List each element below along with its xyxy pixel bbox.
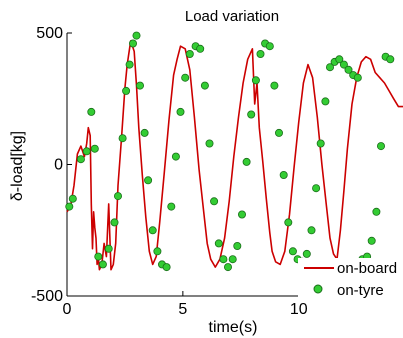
- point-on-tyre: [153, 247, 162, 256]
- point-on-tyre: [307, 226, 316, 235]
- point-on-tyre: [376, 142, 385, 151]
- point-on-tyre: [148, 226, 157, 235]
- point-on-tyre: [372, 207, 381, 216]
- point-on-tyre: [68, 194, 77, 203]
- y-tick-label: 500: [36, 25, 63, 42]
- point-on-tyre: [353, 73, 362, 82]
- series-layer: [65, 31, 403, 272]
- point-on-tyre: [312, 184, 321, 193]
- y-axis-title: δ-load[kg]: [9, 131, 26, 201]
- point-on-tyre: [386, 55, 395, 64]
- point-on-tyre: [223, 263, 232, 272]
- point-on-tyre: [247, 110, 256, 119]
- x-tick-label: 5: [178, 301, 187, 318]
- x-tick-label: 0: [63, 301, 72, 318]
- point-on-tyre: [171, 152, 180, 161]
- x-tick-label: 10: [290, 301, 308, 318]
- point-on-tyre: [76, 155, 85, 164]
- chart-title: Load variation: [185, 8, 279, 25]
- point-on-tyre: [114, 192, 123, 201]
- point-on-tyre: [140, 128, 149, 137]
- point-on-tyre: [176, 107, 185, 116]
- point-on-tyre: [242, 157, 251, 166]
- point-on-tyre: [196, 44, 205, 53]
- point-on-tyre: [279, 170, 288, 179]
- point-on-tyre: [325, 63, 334, 72]
- point-on-tyre: [210, 197, 219, 206]
- point-on-tyre: [200, 81, 209, 90]
- point-on-tyre: [98, 260, 107, 269]
- point-on-tyre: [302, 249, 311, 258]
- point-on-tyre: [181, 73, 190, 82]
- point-on-tyre: [65, 202, 74, 211]
- x-axis-ticks: 0 5 10: [63, 291, 308, 318]
- point-on-tyre: [214, 239, 223, 248]
- y-axis-ticks: -500 0 500: [31, 25, 72, 305]
- point-on-tyre: [284, 218, 293, 227]
- legend-box: [298, 258, 403, 300]
- point-on-tyre: [162, 263, 171, 272]
- point-on-tyre: [321, 97, 330, 106]
- legend-label-on-board: on-board: [337, 260, 397, 277]
- point-on-tyre: [237, 210, 246, 219]
- series-line-on-board: [66, 40, 403, 271]
- point-on-tyre: [90, 144, 99, 153]
- point-on-tyre: [367, 236, 376, 245]
- point-on-tyre: [265, 42, 274, 51]
- point-on-tyre: [251, 76, 260, 85]
- point-on-tyre: [288, 247, 297, 256]
- point-on-tyre: [82, 147, 91, 156]
- point-on-tyre: [144, 176, 153, 185]
- point-on-tyre: [118, 134, 127, 143]
- point-on-tyre: [339, 60, 348, 69]
- y-tick-label: 0: [54, 157, 63, 174]
- point-on-tyre: [125, 60, 134, 69]
- point-on-tyre: [132, 31, 141, 40]
- point-on-tyre: [128, 39, 137, 48]
- point-on-tyre: [94, 252, 103, 261]
- point-on-tyre: [167, 202, 176, 211]
- x-axis-title: time(s): [209, 319, 258, 336]
- point-on-tyre: [87, 107, 96, 116]
- legend-marker-on-tyre: [313, 284, 323, 294]
- point-on-tyre: [233, 241, 242, 250]
- point-on-tyre: [110, 218, 119, 227]
- point-on-tyre: [316, 139, 325, 148]
- point-on-tyre: [270, 81, 279, 90]
- point-on-tyre: [185, 50, 194, 59]
- point-on-tyre: [104, 244, 113, 253]
- point-on-tyre: [256, 50, 265, 59]
- point-on-tyre: [219, 255, 228, 264]
- point-on-tyre: [135, 81, 144, 90]
- legend: on-board on-tyre: [298, 258, 403, 300]
- y-tick-label: -500: [31, 288, 63, 305]
- legend-label-on-tyre: on-tyre: [337, 282, 384, 299]
- point-on-tyre: [274, 128, 283, 137]
- point-on-tyre: [122, 86, 131, 95]
- point-on-tyre: [228, 255, 237, 264]
- point-on-tyre: [344, 65, 353, 74]
- point-on-tyre: [335, 55, 344, 64]
- point-on-tyre: [205, 139, 214, 148]
